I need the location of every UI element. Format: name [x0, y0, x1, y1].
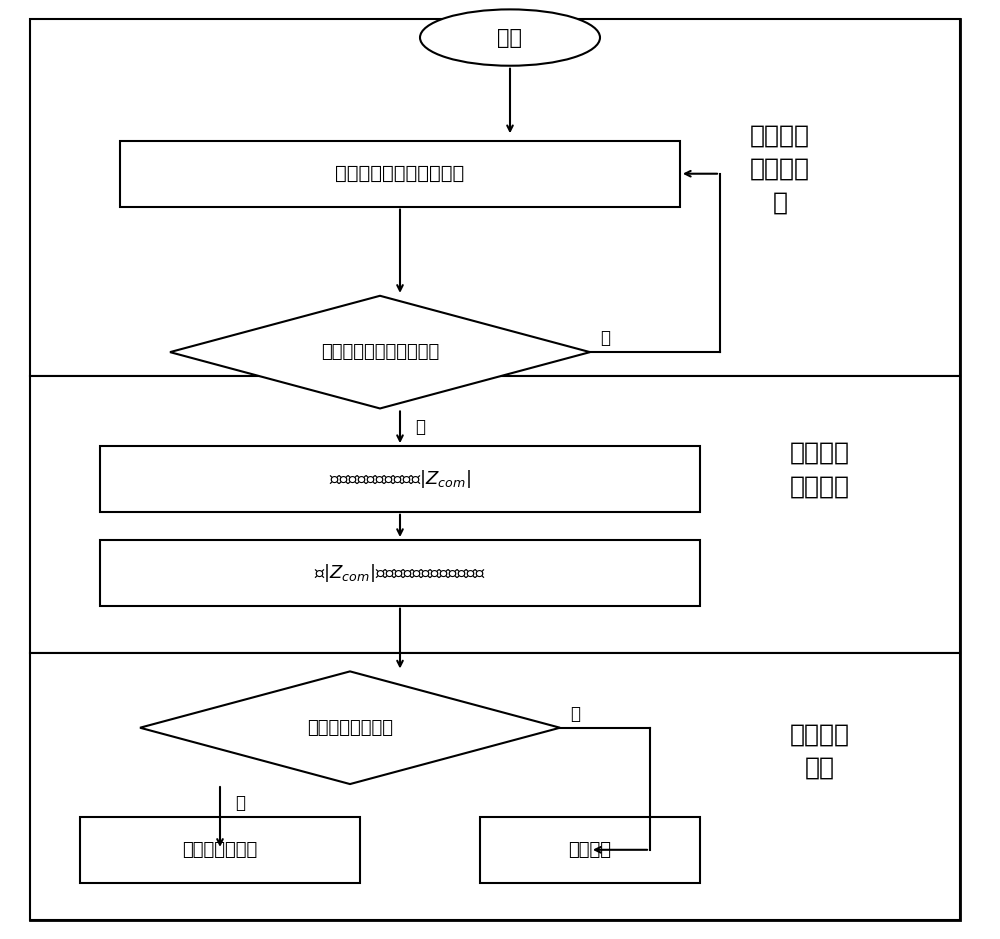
FancyBboxPatch shape [30, 376, 960, 653]
FancyBboxPatch shape [30, 19, 960, 920]
FancyBboxPatch shape [120, 141, 680, 207]
FancyBboxPatch shape [100, 446, 700, 512]
Text: 信息采集
与处理模
块: 信息采集 与处理模 块 [750, 124, 810, 214]
Text: 否: 否 [600, 329, 610, 347]
FancyBboxPatch shape [100, 540, 700, 606]
Text: 保护动作于跳闸: 保护动作于跳闸 [182, 840, 258, 859]
Polygon shape [170, 296, 590, 408]
Text: 正弦阻抗
计算模块: 正弦阻抗 计算模块 [790, 440, 850, 499]
FancyBboxPatch shape [30, 19, 960, 376]
Text: 否: 否 [570, 704, 580, 723]
FancyBboxPatch shape [80, 817, 360, 883]
Polygon shape [140, 671, 560, 784]
FancyBboxPatch shape [480, 817, 700, 883]
Text: 是: 是 [235, 793, 245, 812]
Text: 将$|Z_{com}|$与被保护线路阻抗模值相减: 将$|Z_{com}|$与被保护线路阻抗模值相减 [314, 562, 486, 584]
FancyBboxPatch shape [30, 653, 960, 920]
Text: 振荡识别
模块: 振荡识别 模块 [790, 722, 850, 780]
Ellipse shape [420, 9, 600, 66]
Text: 采样，计算工频电压电流: 采样，计算工频电压电流 [335, 164, 465, 183]
Text: 是: 是 [415, 418, 425, 437]
Text: 闭锁保护: 闭锁保护 [568, 840, 612, 859]
Text: 开始: 开始 [498, 27, 522, 48]
Text: 振荡识别判据成立: 振荡识别判据成立 [307, 718, 393, 737]
Text: 线路两侧是否有保护动作: 线路两侧是否有保护动作 [321, 343, 439, 362]
Text: 计算线路正弦综合阻抗$|Z_{com}|$: 计算线路正弦综合阻抗$|Z_{com}|$ [329, 468, 471, 490]
